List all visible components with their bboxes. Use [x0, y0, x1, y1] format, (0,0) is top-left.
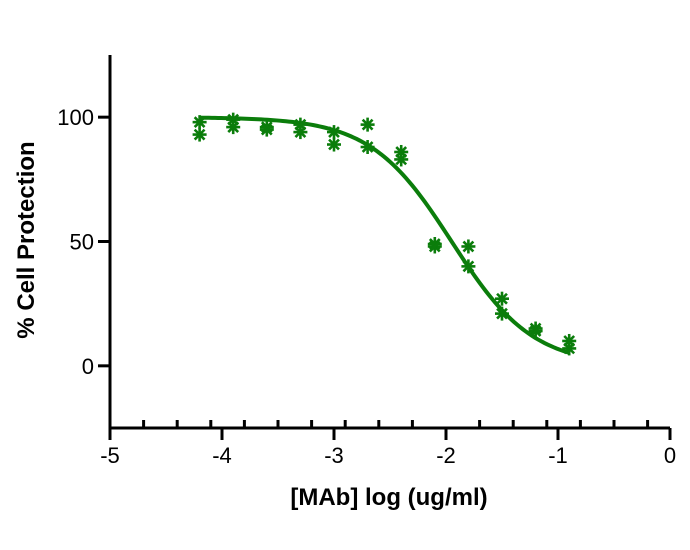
data-point — [192, 115, 207, 130]
data-point — [461, 239, 476, 254]
x-tick-label: 0 — [664, 443, 676, 468]
x-axis-title: [MAb] log (ug/ml) — [290, 484, 487, 511]
data-point — [495, 291, 509, 306]
data-point — [327, 137, 341, 152]
x-tick-label: -2 — [436, 443, 456, 468]
data-point — [360, 140, 375, 155]
fit-curve-layer — [199, 115, 570, 355]
x-tick-label: -5 — [100, 443, 120, 468]
data-point — [360, 117, 375, 132]
data-point — [259, 122, 274, 137]
data-point — [226, 120, 241, 135]
x-tick-label: -3 — [324, 443, 344, 468]
y-tick-label: 0 — [82, 354, 94, 379]
data-point — [394, 152, 409, 167]
data-point — [293, 125, 308, 140]
data-point — [427, 239, 442, 254]
y-tick-label: 50 — [70, 230, 94, 255]
data-point — [327, 125, 341, 140]
x-tick-label: -4 — [212, 443, 232, 468]
data-point — [192, 127, 207, 142]
data-points-layer — [192, 112, 577, 356]
y-tick-label: 100 — [57, 105, 94, 130]
y-axis-title: % Cell Protection — [13, 141, 40, 338]
data-point — [562, 341, 577, 356]
data-point — [495, 306, 509, 321]
data-point — [528, 324, 543, 339]
x-tick-label: -1 — [548, 443, 568, 468]
x-axis: -5 -4 -3 -2 -1 0 — [100, 420, 676, 468]
fit-curve — [199, 115, 570, 355]
data-point — [461, 259, 476, 274]
y-axis: 0 50 100 — [57, 55, 112, 428]
